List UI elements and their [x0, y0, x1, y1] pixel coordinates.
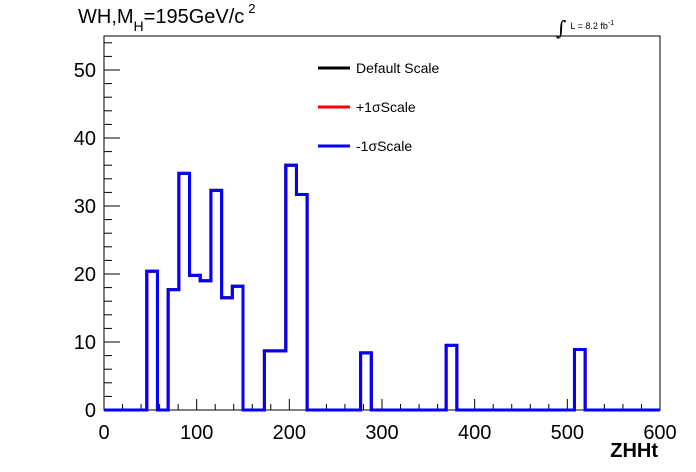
title-superscript: 2 [248, 1, 256, 16]
y-tick-label: 0 [85, 400, 96, 422]
plot-title: WH,MH=195GeV/c 2 [78, 1, 256, 34]
luminosity-text: L = 8.2 fb [570, 21, 608, 31]
title-main: WH,M [78, 6, 134, 28]
series-1-scale [104, 163, 660, 412]
x-tick-label: 500 [551, 422, 584, 444]
x-tick-label: 600 [643, 422, 676, 444]
series-1-scale [104, 163, 660, 412]
y-tick-label: 40 [74, 128, 96, 150]
y-tick-label: 10 [74, 332, 96, 354]
title-subscript: H [133, 18, 144, 34]
x-tick-label: 300 [365, 422, 398, 444]
x-tick-label: 0 [98, 422, 109, 444]
y-tick-label: 30 [74, 196, 96, 218]
legend-entry: +1σScale [356, 99, 416, 115]
y-tick-label: 20 [74, 264, 96, 286]
title-rest: =195GeV/c [143, 6, 245, 28]
axes: 0 100 200 300 400 500 600 0 10 20 30 40 50 [74, 42, 677, 444]
series-default-scale [104, 163, 660, 412]
x-axis-label: ZHHt [610, 440, 658, 462]
integral-symbol: ∫ [556, 16, 567, 40]
x-tick-label: 200 [273, 422, 306, 444]
legend-entry: Default Scale [356, 60, 439, 76]
plot-frame [103, 35, 661, 411]
y-tick-label: 50 [74, 60, 96, 82]
series-layer [104, 163, 660, 412]
luminosity-unit-exponent: -1 [607, 20, 615, 27]
luminosity-label: ∫ L = 8.2 fb-1 [556, 10, 615, 40]
x-tick-label: 400 [458, 422, 491, 444]
legend-entry: -1σScale [356, 138, 412, 154]
x-tick-label: 100 [180, 422, 213, 444]
legend: Default Scale +1σScale -1σScale [318, 60, 439, 154]
